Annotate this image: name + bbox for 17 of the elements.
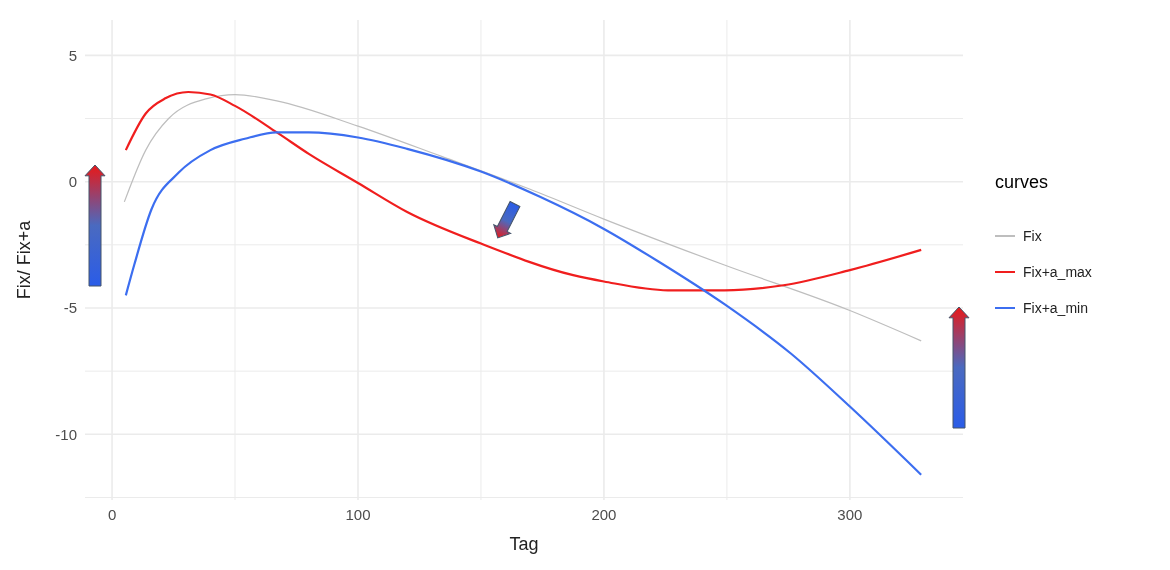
legend-label: Fix+a_max bbox=[1023, 264, 1092, 280]
legend-label: Fix+a_min bbox=[1023, 300, 1088, 316]
y-tick-label: 5 bbox=[68, 46, 77, 64]
y-axis-title: Fix/ Fix+a bbox=[14, 219, 34, 300]
x-tick-label: 200 bbox=[591, 506, 617, 523]
y-tick-label: -5 bbox=[63, 299, 77, 317]
x-tick-label: 300 bbox=[837, 506, 863, 523]
y-tick-label: 0 bbox=[68, 172, 77, 190]
x-axis-title: Tag bbox=[509, 534, 539, 554]
legend-label: Fix bbox=[1023, 228, 1042, 244]
line-series bbox=[124, 90, 923, 292]
line-series bbox=[124, 131, 923, 476]
x-tick-label: 0 bbox=[107, 506, 117, 523]
legend-title: curves bbox=[995, 172, 1049, 192]
line-series bbox=[123, 93, 922, 342]
y-tick-label: -10 bbox=[55, 425, 77, 443]
x-tick-label: 100 bbox=[345, 506, 371, 523]
